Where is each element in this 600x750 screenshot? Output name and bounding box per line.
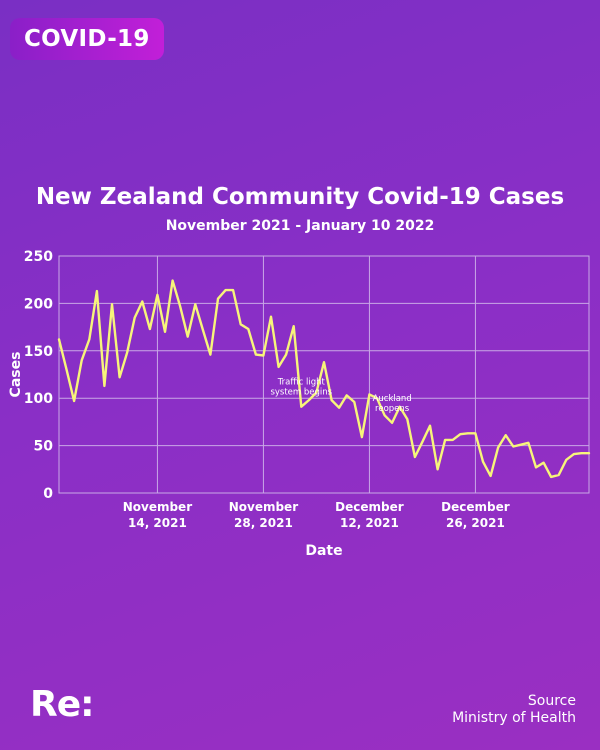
y-axis-label: Cases	[8, 352, 24, 398]
x-tick-label: November	[229, 500, 298, 514]
source-label: Source	[527, 693, 576, 709]
y-tick-label: 200	[24, 296, 53, 312]
x-axis-label: Date	[305, 543, 342, 559]
annotation-label: system begins	[270, 388, 332, 398]
x-tick-label: 12, 2021	[340, 516, 399, 530]
brand-logo: Re:	[30, 684, 95, 725]
covid-badge: COVID-19	[10, 18, 164, 60]
cases-series-line	[57, 279, 591, 479]
chart-title: New Zealand Community Covid-19 Cases	[35, 184, 565, 210]
badge-label: COVID-19	[24, 26, 150, 52]
plot-border	[58, 255, 590, 494]
x-tick-label: November	[123, 500, 192, 514]
x-tick-label: 28, 2021	[234, 516, 293, 530]
annotation-label: Traffic light	[277, 378, 326, 388]
x-tick-label: 26, 2021	[446, 516, 505, 530]
x-tick-label: December	[335, 500, 404, 514]
source-name: Ministry of Health	[452, 710, 576, 726]
x-tick-label: December	[441, 500, 510, 514]
y-tick-label: 250	[24, 249, 53, 265]
chart-subtitle: November 2021 - January 10 2022	[165, 218, 435, 234]
y-tick-label: 150	[24, 344, 53, 360]
y-tick-label: 100	[24, 391, 53, 407]
source-credit: Source Ministry of Health	[452, 693, 576, 727]
y-tick-label: 0	[43, 486, 53, 502]
x-tick-label: 14, 2021	[128, 516, 187, 530]
y-tick-label: 50	[34, 439, 54, 455]
annotation-label: reopens	[375, 404, 410, 414]
annotation-label: Auckland	[373, 394, 412, 404]
